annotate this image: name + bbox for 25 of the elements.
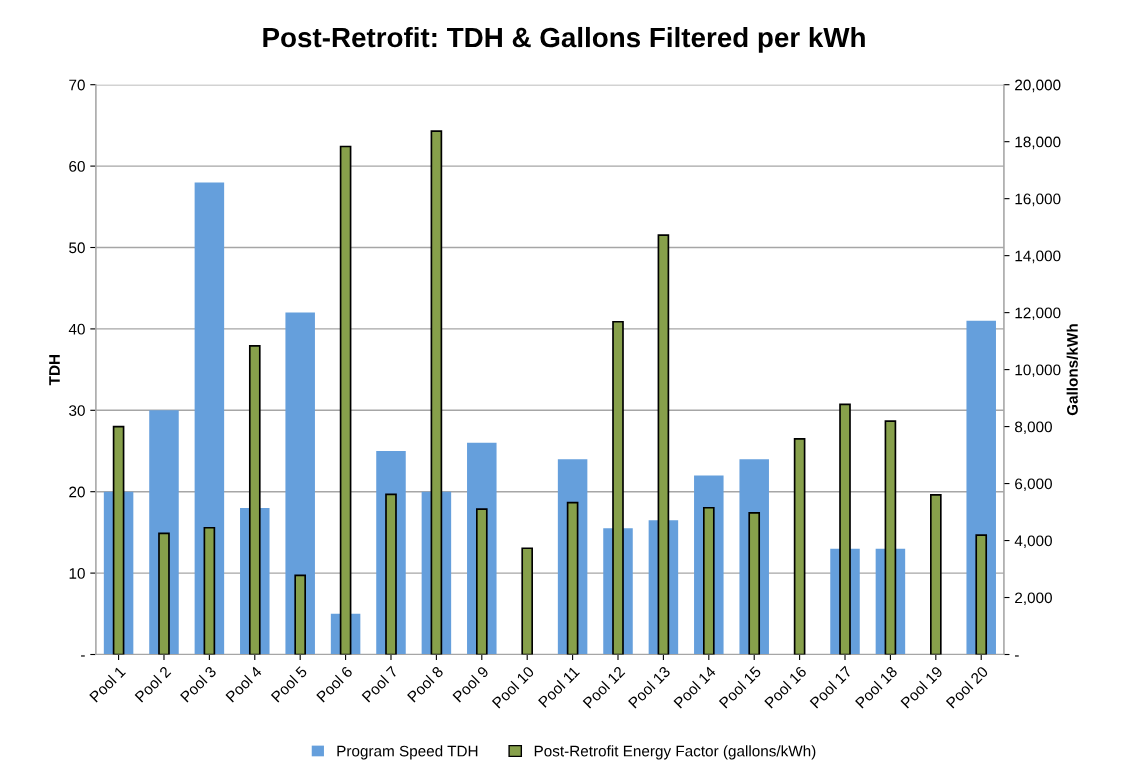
- y-tick-label: 60: [69, 160, 85, 172]
- y2-tick-label: 4,000: [1014, 535, 1052, 549]
- y-axis-title: TDH: [49, 354, 60, 386]
- y-tick-label: 50: [69, 242, 85, 254]
- y2-tick-label: 6,000: [1015, 478, 1052, 492]
- bar: [285, 312, 315, 655]
- y2-tick-label: 18,000: [1015, 136, 1061, 150]
- y2-tick-label: 8,000: [1015, 421, 1052, 435]
- legend-label: Program Speed TDH: [337, 745, 478, 760]
- y-tick-label: -: [81, 655, 85, 657]
- y-tick-label: 40: [68, 323, 85, 335]
- y-tick-label: 30: [69, 405, 85, 416]
- y-tick-label: 70: [69, 79, 85, 91]
- y-tick-label: 20: [69, 486, 85, 498]
- chart-title: Post-Retrofit: TDH & Gallons Filtered per kWh: [263, 26, 865, 53]
- legend-label: Post-Retrofit Energy Factor (gallons/kWh): [534, 745, 816, 760]
- y2-tick-label: 20,000: [1015, 79, 1061, 93]
- y2-tick-label: -: [1015, 655, 1019, 657]
- y2-tick-label: 2,000: [1015, 592, 1052, 606]
- y2-tick-label: 10,000: [1015, 364, 1061, 378]
- y2-tick-label: 16,000: [1015, 193, 1061, 207]
- y2-axis-title: Gallons/kWh: [1066, 324, 1078, 416]
- y2-tick-label: 14,000: [1015, 250, 1061, 264]
- y-tick-label: 10: [69, 567, 85, 579]
- y2-tick-label: 12,000: [1015, 307, 1061, 321]
